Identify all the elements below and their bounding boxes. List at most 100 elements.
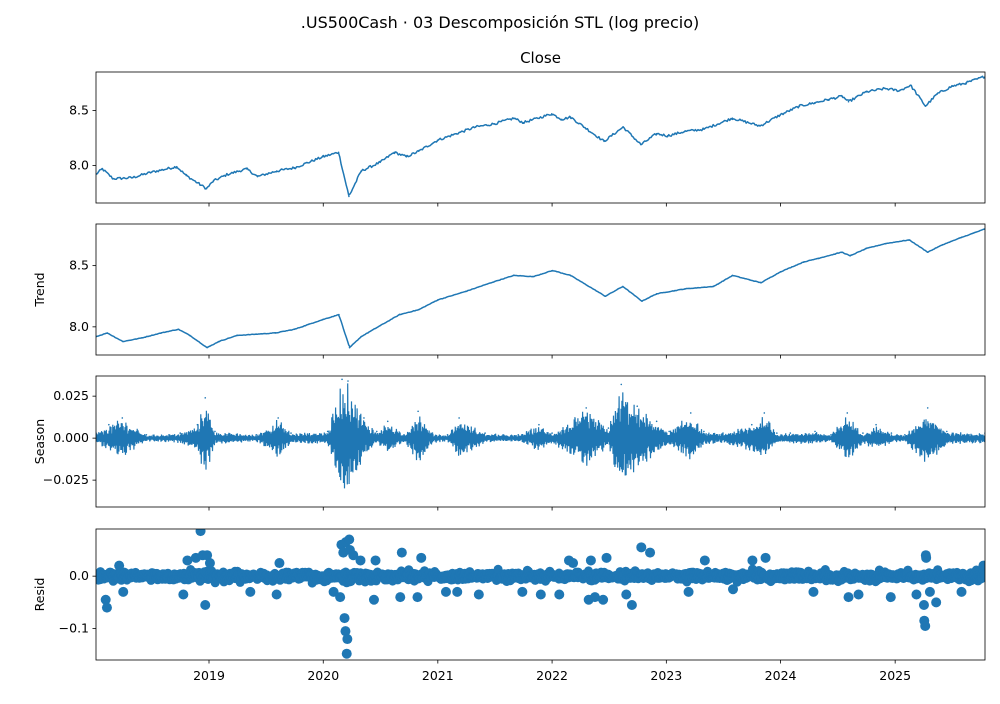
ylabel-resid: Resid xyxy=(32,578,47,612)
data-point-season xyxy=(204,397,207,399)
data-point-season xyxy=(179,432,182,434)
data-point-close xyxy=(798,105,801,107)
data-point-season xyxy=(830,433,832,436)
data-point-resid xyxy=(114,560,125,571)
data-point-resid xyxy=(645,547,656,558)
data-point-close xyxy=(640,143,642,146)
data-point-close xyxy=(965,82,967,84)
data-point-resid xyxy=(589,592,600,603)
plot-area-resid xyxy=(96,529,985,659)
data-point-resid xyxy=(182,555,193,566)
data-point-resid xyxy=(920,620,931,631)
data-point-close xyxy=(322,155,324,158)
data-point-resid xyxy=(195,529,206,537)
ytick-label-close: 8.0 xyxy=(69,158,89,173)
figure-suptitle: .US500Cash · 03 Descomposición STL (log … xyxy=(301,13,699,32)
data-point-trend xyxy=(865,247,868,250)
xtick-label: 2023 xyxy=(650,668,682,683)
series-line-season xyxy=(96,383,985,489)
data-point-trend xyxy=(217,340,220,343)
data-point-trend xyxy=(160,332,162,334)
series-line-close xyxy=(96,75,985,196)
data-point-trend xyxy=(926,251,929,253)
data-point-season xyxy=(750,423,753,426)
xtick-label: 2020 xyxy=(307,668,339,683)
data-point-resid xyxy=(517,586,528,597)
data-point-resid xyxy=(626,599,637,610)
data-point-resid xyxy=(978,560,985,571)
ytick-label-season: −0.025 xyxy=(43,472,89,487)
data-point-trend xyxy=(884,242,887,245)
data-point-close xyxy=(348,195,350,198)
data-point-trend xyxy=(417,308,420,311)
data-point-close xyxy=(813,102,816,104)
data-point-resid xyxy=(200,599,211,610)
data-point-resid xyxy=(568,558,579,569)
data-point-close xyxy=(655,132,658,135)
ytick-label-resid: −0.1 xyxy=(59,621,89,636)
data-point-resid xyxy=(931,597,942,608)
data-point-trend xyxy=(551,269,554,272)
data-point-resid xyxy=(274,558,285,569)
data-point-resid xyxy=(118,586,129,597)
data-point-resid xyxy=(412,592,423,603)
data-point-trend xyxy=(465,290,467,293)
data-point-season xyxy=(814,430,816,433)
data-point-season xyxy=(196,423,199,426)
data-point-season xyxy=(121,417,124,419)
data-point-trend xyxy=(206,346,208,349)
data-point-close xyxy=(112,177,115,180)
data-point-trend xyxy=(322,318,324,321)
data-point-close xyxy=(245,168,248,170)
data-point-resid xyxy=(339,613,350,624)
data-point-close xyxy=(185,174,187,177)
data-point-season xyxy=(776,432,778,434)
data-point-season xyxy=(668,430,670,433)
data-point-resid xyxy=(747,555,758,566)
data-point-close xyxy=(417,150,420,153)
data-point-season xyxy=(763,412,766,414)
data-point-resid xyxy=(911,589,922,600)
data-point-season xyxy=(517,433,520,436)
data-point-season xyxy=(214,430,216,433)
data-point-resid xyxy=(340,626,351,637)
plot-area-season xyxy=(96,378,985,489)
data-point-close xyxy=(865,91,868,93)
axes-frame-resid xyxy=(95,528,986,661)
data-point-close xyxy=(226,173,229,176)
data-point-resid xyxy=(355,555,366,566)
data-point-close xyxy=(666,135,669,137)
ylabel-season: Season xyxy=(32,419,47,464)
data-point-resid xyxy=(202,550,213,561)
data-point-trend xyxy=(141,337,143,339)
data-point-resid xyxy=(370,555,381,566)
data-point-close xyxy=(101,168,104,170)
data-point-close xyxy=(455,132,458,135)
data-point-close xyxy=(827,98,829,101)
data-point-resid xyxy=(728,584,739,595)
data-point-season xyxy=(585,407,588,409)
data-point-trend xyxy=(236,334,238,337)
data-point-close xyxy=(436,139,439,142)
plot-area-close xyxy=(96,75,985,198)
data-point-trend xyxy=(849,255,851,257)
xtick-label: 2022 xyxy=(536,668,568,683)
data-point-season xyxy=(636,405,639,408)
data-point-trend xyxy=(106,332,109,334)
data-point-trend xyxy=(641,300,643,302)
data-point-close xyxy=(841,95,844,98)
data-point-trend xyxy=(398,313,401,316)
data-point-resid xyxy=(396,547,407,558)
data-point-close xyxy=(205,187,208,190)
data-point-close xyxy=(759,125,761,127)
data-point-trend xyxy=(255,333,258,335)
axes-frame-trend xyxy=(95,223,986,356)
data-point-close xyxy=(150,171,153,173)
xtick-label: 2021 xyxy=(422,668,454,683)
data-point-resid xyxy=(535,589,546,600)
ylabel-trend: Trend xyxy=(32,272,47,307)
data-point-season xyxy=(108,423,110,426)
data-point-season xyxy=(326,430,329,433)
data-point-close xyxy=(256,175,259,178)
ytick-label-resid: 0.0 xyxy=(69,568,89,583)
